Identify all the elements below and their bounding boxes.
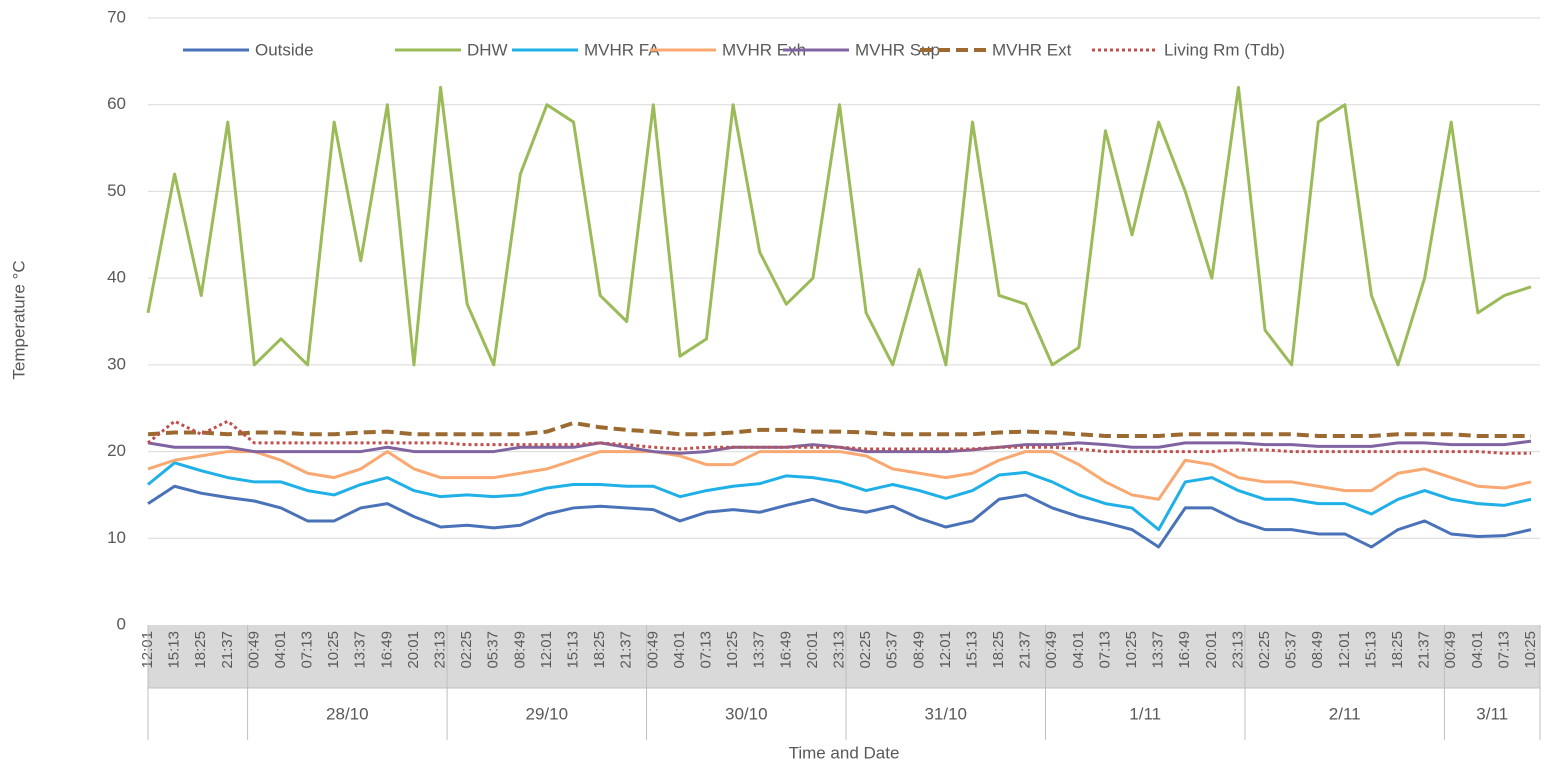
legend-label: MVHR Exh <box>722 40 806 59</box>
group-label: 30/10 <box>725 704 768 723</box>
legend-label: MVHR Sup <box>855 40 940 59</box>
x-tick-label: 07:13 <box>697 631 714 669</box>
x-tick-label: 16:49 <box>1176 631 1193 669</box>
group-label: 28/10 <box>326 704 369 723</box>
x-tick-label: 15:13 <box>1362 631 1379 669</box>
x-tick-label: 12:01 <box>139 631 156 669</box>
y-tick-label: 70 <box>107 7 126 26</box>
x-tick-label: 00:49 <box>245 631 262 669</box>
x-tick-label: 12:01 <box>538 631 555 669</box>
x-tick-label: 18:25 <box>1389 631 1406 669</box>
x-tick-label: 21:37 <box>219 631 236 669</box>
y-tick-label: 40 <box>107 268 126 287</box>
x-tick-label: 18:25 <box>591 631 608 669</box>
x-tick-label: 07:13 <box>299 631 316 669</box>
series-line <box>147 439 1532 455</box>
x-tick-label: 10:25 <box>325 631 342 669</box>
legend-label: DHW <box>467 40 508 59</box>
x-tick-label: 04:01 <box>272 631 289 669</box>
x-tick-label: 00:49 <box>1043 631 1060 669</box>
x-tick-label: 08:49 <box>511 631 528 669</box>
y-tick-label: 20 <box>107 441 126 460</box>
group-label: 31/10 <box>924 704 967 723</box>
x-tick-label: 18:25 <box>192 631 209 669</box>
series-line <box>147 420 1531 438</box>
series-line <box>147 450 1532 501</box>
x-tick-label: 12:01 <box>937 631 954 669</box>
x-tick-label: 02:25 <box>857 631 874 669</box>
y-tick-label: 30 <box>107 354 126 373</box>
x-tick-label: 13:37 <box>352 631 369 669</box>
x-tick-label: 15:13 <box>963 631 980 669</box>
series-line <box>147 461 1532 532</box>
x-tick-label: 07:13 <box>1495 631 1512 669</box>
x-tick-label: 16:49 <box>777 631 794 669</box>
x-tick-label: 23:13 <box>1229 631 1246 669</box>
x-tick-label: 10:25 <box>1522 631 1539 669</box>
x-tick-label: 21:37 <box>1416 631 1433 669</box>
y-tick-label: 60 <box>107 94 126 113</box>
x-tick-label: 20:01 <box>804 631 821 669</box>
x-tick-label: 13:37 <box>1150 631 1167 669</box>
y-axis-label: Temperature °C <box>9 260 28 379</box>
group-label: 29/10 <box>526 704 569 723</box>
legend-label: MVHR Ext <box>992 40 1072 59</box>
x-tick-label: 16:49 <box>378 631 395 669</box>
y-tick-label: 50 <box>107 181 126 200</box>
x-tick-label: 15:13 <box>565 631 582 669</box>
x-axis-band <box>148 625 1540 688</box>
x-tick-label: 21:37 <box>618 631 635 669</box>
x-tick-label: 05:37 <box>1283 631 1300 669</box>
x-tick-label: 21:37 <box>1017 631 1034 669</box>
group-label: 2/11 <box>1329 704 1361 723</box>
x-tick-label: 08:49 <box>1309 631 1326 669</box>
legend-label: Outside <box>255 40 314 59</box>
x-tick-label: 13:37 <box>751 631 768 669</box>
x-tick-label: 18:25 <box>990 631 1007 669</box>
legend-label: MVHR FA <box>584 40 660 59</box>
legend-label: Living Rm (Tdb) <box>1164 40 1285 59</box>
y-tick-label: 0 <box>117 614 126 633</box>
x-tick-label: 00:49 <box>644 631 661 669</box>
x-tick-label: 23:13 <box>830 631 847 669</box>
group-label: 3/11 <box>1476 704 1508 723</box>
y-tick-label: 10 <box>107 528 126 547</box>
series-line <box>147 484 1532 549</box>
series-line <box>146 85 1532 367</box>
x-tick-label: 05:37 <box>884 631 901 669</box>
x-tick-label: 05:37 <box>485 631 502 669</box>
x-tick-label: 20:01 <box>1203 631 1220 669</box>
x-tick-label: 00:49 <box>1442 631 1459 669</box>
x-tick-label: 20:01 <box>405 631 422 669</box>
x-tick-label: 07:13 <box>1096 631 1113 669</box>
group-label: 1/11 <box>1129 704 1161 723</box>
x-tick-label: 12:01 <box>1336 631 1353 669</box>
x-tick-label: 10:25 <box>1123 631 1140 669</box>
x-tick-label: 08:49 <box>910 631 927 669</box>
x-tick-label: 04:01 <box>1469 631 1486 669</box>
x-tick-label: 04:01 <box>1070 631 1087 669</box>
x-tick-label: 04:01 <box>671 631 688 669</box>
x-tick-label: 02:25 <box>1256 631 1273 669</box>
x-axis-label: Time and Date <box>789 743 900 762</box>
x-tick-label: 15:13 <box>166 631 183 669</box>
x-tick-label: 23:13 <box>432 631 449 669</box>
x-tick-label: 10:25 <box>724 631 741 669</box>
x-tick-label: 02:25 <box>458 631 475 669</box>
